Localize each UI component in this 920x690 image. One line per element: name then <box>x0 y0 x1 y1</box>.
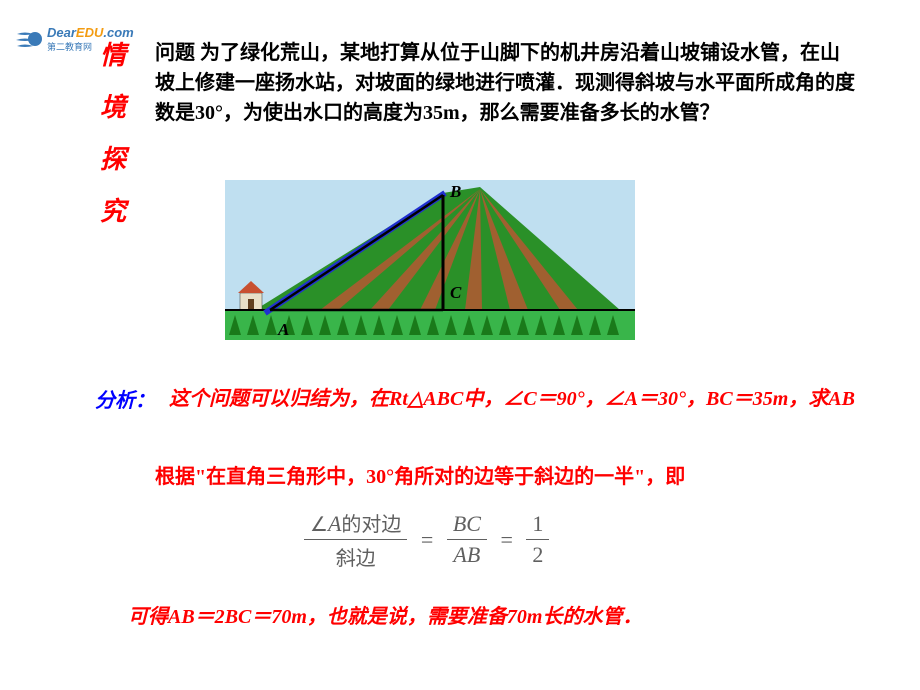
formula: ∠A的对边 斜边 = BC AB = 1 2 <box>300 508 553 571</box>
logo-prefix: Dear <box>47 25 76 40</box>
analysis-label: 分析： <box>95 384 155 414</box>
eq1: = <box>421 527 433 552</box>
f3-num: 1 <box>526 511 549 540</box>
formula-frac-3: 1 2 <box>526 511 549 568</box>
svg-text:C: C <box>450 283 462 302</box>
formula-frac-1: ∠A的对边 斜边 <box>304 508 407 571</box>
analysis-text: 这个问题可以归结为，在Rt△ABC中，∠C＝90°，∠A＝30°，BC＝35m，… <box>169 384 869 414</box>
f1-num-suffix: 的对边 <box>341 514 401 536</box>
conclusion-text: 可得AB＝2BC＝70m，也就是说，需要准备70m长的水管． <box>128 600 643 629</box>
analysis-row: 分析： 这个问题可以归结为，在Rt△ABC中，∠C＝90°，∠A＝30°，BC＝… <box>95 384 869 414</box>
f1-den: 斜边 <box>304 540 407 571</box>
side-label: 情境探究 <box>100 30 130 238</box>
f1-num-prefix: ∠ <box>310 514 328 536</box>
eq2: = <box>500 527 512 552</box>
problem-text: 问题 为了绿化荒山，某地打算从位于山脚下的机井房沿着山坡铺设水管，在山坡上修建一… <box>155 38 855 128</box>
svg-text:B: B <box>449 182 461 201</box>
f3-den: 2 <box>526 540 549 568</box>
logo-icon <box>15 28 43 50</box>
f2-den: AB <box>447 540 487 568</box>
mountain-diagram: A B C <box>220 175 640 350</box>
formula-frac-2: BC AB <box>447 511 487 568</box>
f2-num: BC <box>447 511 487 540</box>
f1-num-var: A <box>328 511 341 536</box>
theorem-text: 根据"在直角三角形中，30°角所对的边等于斜边的一半"，即 <box>155 460 685 489</box>
svg-text:A: A <box>277 320 289 339</box>
